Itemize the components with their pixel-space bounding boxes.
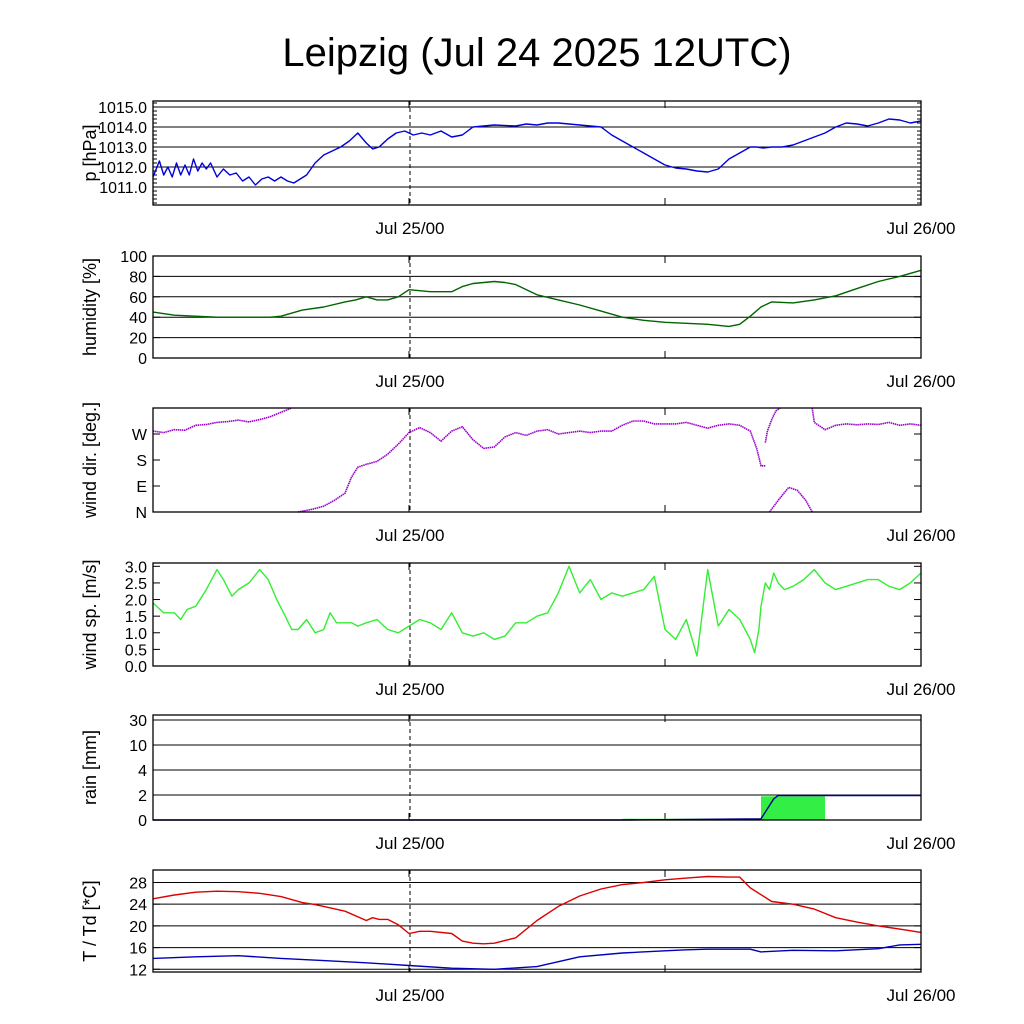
chart-title: Leipzig (Jul 24 2025 12UTC) — [282, 31, 791, 75]
x-tick-label: Jul 26/00 — [887, 680, 956, 699]
wind-direction-series — [811, 407, 922, 431]
panel-5: 0 2 4 10 30 rain [mm] Jul 25/00 Jul 26/00 — [80, 713, 956, 853]
y-tick-label: 16 — [129, 941, 147, 958]
plot-frame — [152, 562, 922, 667]
x-tick-label: Jul 25/00 — [376, 680, 445, 699]
x-tick-label: Jul 25/00 — [376, 834, 445, 853]
y-tick-label: 0.5 — [125, 642, 147, 659]
y-tick-label: 20 — [129, 919, 147, 936]
y-tick-label: 1.0 — [125, 626, 147, 643]
x-tick-label: Jul 26/00 — [887, 219, 956, 238]
x-tick-label: Jul 26/00 — [887, 526, 956, 545]
rain-area — [622, 796, 825, 820]
x-tick-label: Jul 25/00 — [376, 372, 445, 391]
y-axis-label: p [hPa] — [80, 124, 100, 181]
plot-frame — [152, 407, 922, 513]
y-axis-label: wind dir. [deg.] — [80, 402, 100, 519]
y-tick-label: 10 — [129, 738, 147, 755]
y-tick-label: 20 — [129, 331, 147, 348]
y-tick-label: S — [136, 453, 147, 470]
y-tick-label: 2 — [138, 788, 147, 805]
y-tick-label: 1015.0 — [98, 100, 147, 117]
y-tick-label: 1.5 — [125, 609, 147, 626]
series-line — [152, 118, 922, 186]
y-tick-label: 24 — [129, 897, 147, 914]
y-tick-label: 0 — [138, 351, 147, 368]
series-line — [152, 565, 922, 657]
y-tick-label: 2.0 — [125, 593, 147, 610]
y-tick-label: W — [132, 427, 148, 444]
y-axis-label: humidity [%] — [80, 258, 100, 356]
panel-4: 0.00.51.01.52.02.53.0 wind sp. [m/s] Jul 2… — [80, 559, 956, 699]
panel-6: 12 16 20 24 28 T / Td [*C] Jul 25/00 Jul 26/00 — [80, 869, 956, 1005]
x-tick-label: Jul 25/00 — [376, 219, 445, 238]
x-tick-label: Jul 25/00 — [376, 986, 445, 1005]
plot-frame — [152, 869, 922, 973]
x-tick-label: Jul 26/00 — [887, 834, 956, 853]
plot-frame — [152, 255, 922, 359]
y-tick-label: 2.5 — [125, 576, 147, 593]
y-tick-label: 40 — [129, 310, 147, 327]
panel-2: 0 20 40 60 80 100 humidity [%] Jul 25/00 Jul 26/… — [80, 249, 956, 391]
wind-direction-series — [768, 486, 813, 513]
y-tick-label: 1012.0 — [98, 160, 147, 177]
y-tick-label: 1011.0 — [99, 180, 147, 197]
y-tick-label: 0.0 — [125, 659, 147, 676]
series-line — [152, 943, 922, 970]
y-tick-label: N — [135, 505, 147, 522]
panel-1: 1011.0 1012.0 1013.0 1014.0 1015.0 p [hPa] Jul… — [80, 100, 956, 238]
y-axis-label: T / Td [*C] — [80, 880, 100, 961]
panels: 1011.0 1012.0 1013.0 1014.0 1015.0 p [hPa] Jul… — [80, 100, 956, 1005]
y-tick-label: 80 — [129, 269, 147, 286]
x-tick-label: Jul 26/00 — [887, 372, 956, 391]
series-line — [152, 875, 922, 945]
y-axis-label: wind sp. [m/s] — [80, 559, 100, 670]
series-line — [152, 269, 922, 328]
plot-frame — [152, 714, 922, 821]
y-tick-label: 100 — [120, 249, 147, 266]
wind-direction-series — [764, 407, 781, 443]
y-tick-label: 4 — [138, 763, 147, 780]
y-tick-label: 30 — [129, 713, 147, 730]
x-tick-label: Jul 25/00 — [376, 526, 445, 545]
y-tick-label: 3.0 — [125, 559, 147, 576]
y-tick-label: 1014.0 — [98, 120, 147, 137]
y-tick-label: 12 — [129, 962, 147, 979]
wind-direction-series — [152, 407, 292, 434]
y-tick-label: E — [136, 479, 147, 496]
y-tick-label: 1013.0 — [98, 140, 147, 157]
y-axis-label: rain [mm] — [80, 730, 100, 805]
x-tick-label: Jul 26/00 — [887, 986, 956, 1005]
y-tick-label: 28 — [129, 875, 147, 892]
plot-frame — [152, 100, 922, 206]
wind-direction-series — [297, 420, 766, 513]
y-tick-label: 60 — [129, 290, 147, 307]
y-tick-label: 0 — [138, 813, 147, 830]
